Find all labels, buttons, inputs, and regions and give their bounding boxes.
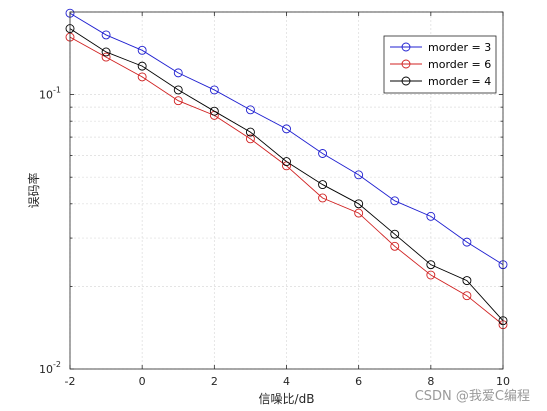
series-1-point [101,30,111,40]
series-1-point [209,85,219,95]
series-3-point [173,85,183,95]
watermark: CSDN @我爱C编程 [415,389,530,404]
series-3-point [137,61,147,71]
series-1-point [426,211,436,221]
y-tick-label-exponent: -2 [53,360,61,369]
x-tick-label: 0 [139,375,146,388]
y-tick-label: 10-1 [39,86,61,102]
series-3-point [318,180,328,190]
series-3-point [462,276,472,286]
series-3-point [390,229,400,239]
series-3-point [209,106,219,116]
series-line-1 [69,12,504,266]
series-3-point [245,127,255,137]
x-tick-label: -2 [65,375,76,388]
x-tick-label: 4 [283,375,290,388]
legend-marker-2 [401,59,411,69]
series-lines [65,8,508,330]
legend-entry-1: morder = 3 [428,41,491,54]
y-tick-label-base: 10 [39,363,53,376]
series-2-point [173,96,183,106]
legend-marker-1 [401,42,411,52]
series-2-point [137,72,147,82]
series-1-point [354,170,364,180]
series-2-point [318,193,328,203]
series-1-point [462,237,472,247]
series-3-point [282,157,291,167]
legend-entry-3: morder = 4 [428,75,491,88]
series-3-point [354,199,364,209]
y-tick-label-base: 10 [39,89,53,102]
series-2-point [462,291,472,301]
series-line-3 [69,28,504,321]
series-1-point [282,124,291,134]
series-1-point [137,45,147,55]
x-tick-label: 10 [496,375,510,388]
legend: morder = 3 morder = 6 morder = 4 [383,35,497,94]
legend-marker-3 [401,76,411,86]
y-tick-label: 10-2 [39,360,61,376]
series-1-point [390,196,400,206]
series-3-point [101,47,111,57]
x-tick-label: 6 [355,375,362,388]
series-1-point [318,149,328,158]
series-2-point [101,52,111,62]
series-2-point [245,134,255,144]
series-2-point [390,241,400,251]
x-tick-label: 8 [427,375,434,388]
series-1-point [245,105,255,115]
series-2-point [354,208,364,218]
series-3-point [426,260,436,270]
legend-entry-2: morder = 6 [428,58,491,71]
x-tick-label: 2 [211,375,218,388]
x-axis-label: 信噪比/dB [259,392,315,406]
y-tick-label-exponent: -1 [53,86,61,95]
series-1-point [173,68,183,78]
series-2-point [426,270,436,280]
y-axis-label: 误码率 [26,172,41,208]
